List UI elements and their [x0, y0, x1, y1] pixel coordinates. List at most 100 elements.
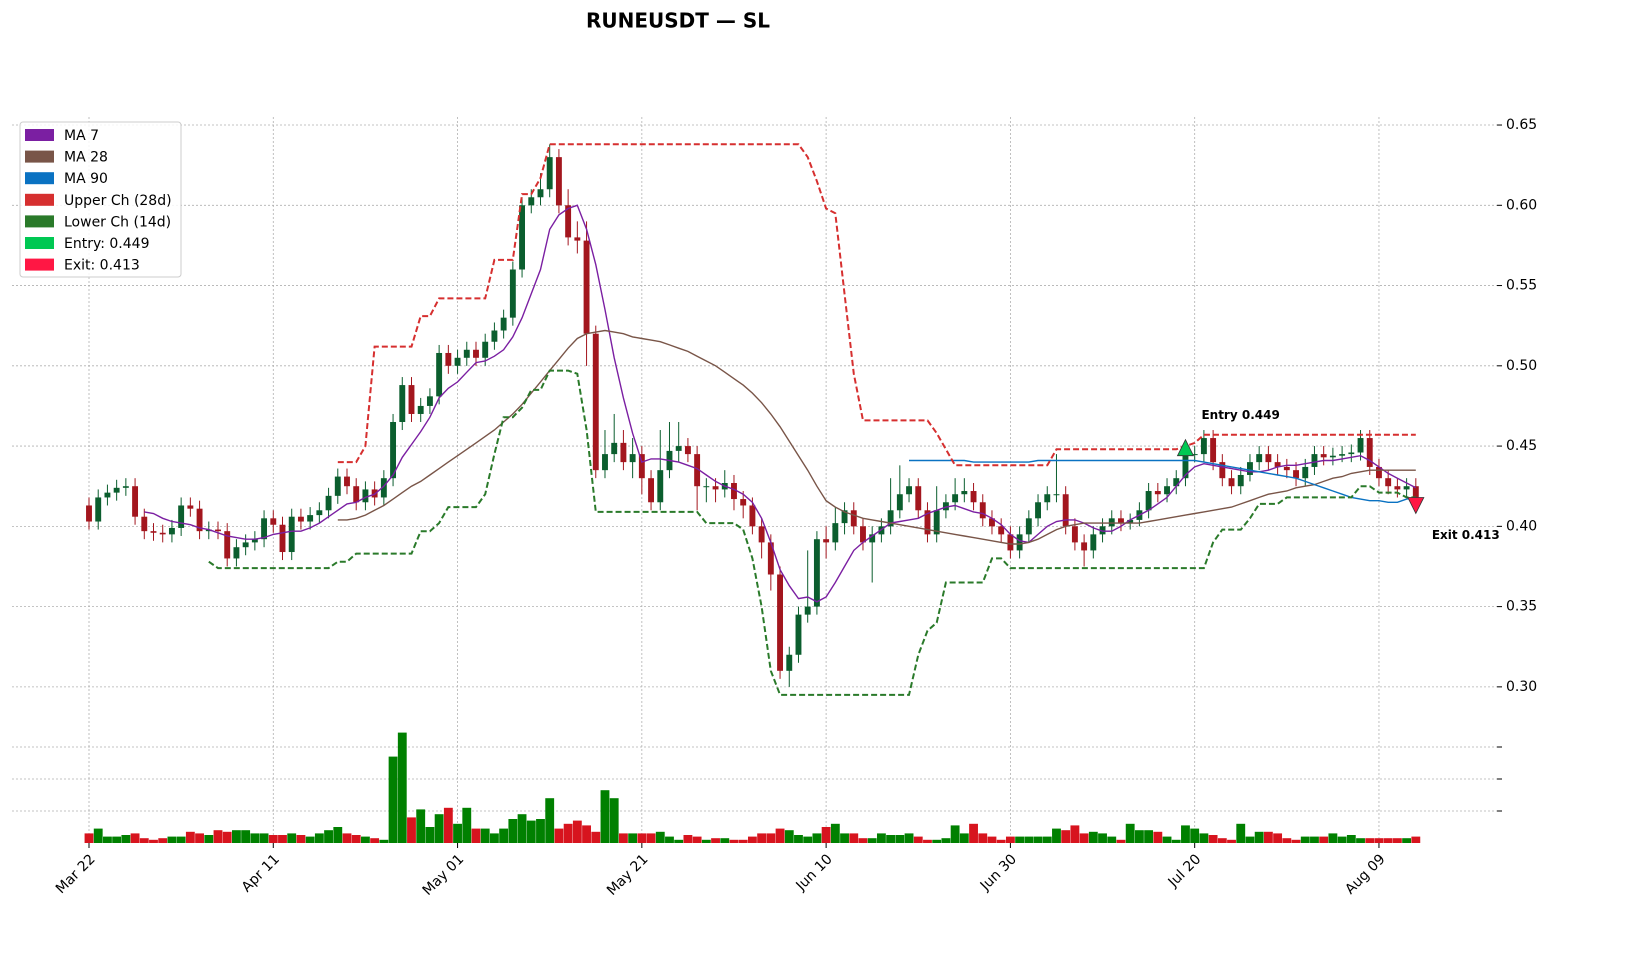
- candle-body: [1237, 474, 1244, 487]
- candle-body: [178, 505, 185, 528]
- volume-bar: [867, 838, 877, 843]
- candle-body: [1228, 478, 1235, 487]
- volume-bar: [646, 833, 656, 843]
- trade-label: Entry 0.449: [1201, 408, 1279, 422]
- volume-bar: [314, 833, 324, 843]
- candle-body: [777, 574, 783, 671]
- candle-body: [629, 454, 636, 463]
- candle-body: [279, 524, 286, 553]
- candle-body: [565, 205, 572, 238]
- candle-body: [1293, 470, 1299, 479]
- candle-body: [998, 526, 1005, 535]
- volume-bar: [766, 833, 776, 843]
- volume-bar: [738, 839, 748, 843]
- volume-bar: [241, 830, 251, 843]
- volume-bar: [167, 836, 177, 843]
- candle-body: [122, 486, 129, 488]
- volume-bar: [250, 833, 260, 843]
- volume-bar: [886, 835, 896, 843]
- volume-bar: [1300, 836, 1310, 843]
- candle-body: [537, 189, 544, 198]
- volume-bar: [508, 819, 518, 843]
- volume-bar: [370, 838, 380, 843]
- candle-body: [786, 654, 793, 671]
- candle-body: [1311, 454, 1318, 467]
- candle-body: [224, 531, 231, 559]
- volume-bar: [1263, 831, 1273, 843]
- volume-bar: [996, 839, 1006, 843]
- volume-bar: [1356, 838, 1365, 843]
- candle-body: [887, 510, 894, 527]
- candle-body: [399, 385, 406, 422]
- candle-body: [924, 510, 931, 535]
- volume-bar: [434, 814, 444, 843]
- volume-bar: [1144, 830, 1154, 843]
- volume-bar: [978, 833, 988, 843]
- legend-swatch: [25, 172, 54, 185]
- volume-bar: [572, 820, 582, 843]
- volume-bar: [563, 823, 573, 843]
- candle-body: [1035, 502, 1041, 519]
- volume-bar: [1033, 836, 1043, 843]
- candle-body: [1394, 486, 1401, 490]
- volume-bar: [895, 835, 905, 843]
- candle-body: [1339, 454, 1346, 456]
- volume-bar: [526, 820, 536, 843]
- candle-body: [380, 478, 387, 498]
- volume-bar: [1005, 836, 1015, 843]
- candle-body: [113, 487, 120, 493]
- volume-bar: [121, 835, 131, 843]
- volume-bar: [1374, 838, 1384, 843]
- legend-swatch: [25, 237, 54, 249]
- candle-body: [1090, 534, 1097, 551]
- volume-bar: [536, 819, 545, 843]
- candle-body: [86, 505, 92, 522]
- volume-bar: [176, 836, 186, 843]
- candle-body: [132, 486, 139, 517]
- volume-bar: [821, 827, 831, 843]
- y-tick-label: 0.60: [1506, 197, 1537, 213]
- candle-body: [555, 157, 562, 206]
- volume-bar: [480, 828, 490, 843]
- candle-body: [574, 237, 581, 241]
- volume-bar: [1227, 839, 1236, 843]
- candle-body: [500, 317, 507, 331]
- volume-bar: [1079, 833, 1089, 843]
- volume-bar: [1070, 825, 1080, 843]
- candle-body: [869, 534, 876, 543]
- legend-label: Exit: 0.413: [64, 258, 140, 274]
- candle-body: [657, 470, 664, 503]
- legend-label: MA 28: [64, 150, 108, 166]
- volume-bar: [287, 833, 297, 843]
- candle-body: [758, 526, 765, 543]
- candle-body: [454, 357, 461, 366]
- candle-body: [749, 505, 756, 527]
- y-tick-label: 0.40: [1506, 518, 1537, 534]
- volume-bar: [499, 828, 509, 843]
- legend-swatch: [25, 193, 54, 206]
- candle-body: [1182, 454, 1189, 479]
- candle-body: [316, 510, 323, 516]
- volume-bar: [987, 836, 997, 843]
- candle-body: [1044, 494, 1051, 503]
- candle-body: [353, 486, 360, 503]
- volume-bar: [1319, 836, 1329, 843]
- candle-body: [95, 497, 102, 522]
- candle-body: [1274, 462, 1281, 467]
- volume-bar: [1236, 823, 1246, 843]
- volume-bar: [278, 835, 287, 843]
- candle-body: [1348, 452, 1355, 455]
- series-line: [208, 369, 1416, 696]
- volume-bar: [628, 833, 638, 843]
- candle-body: [1154, 491, 1161, 495]
- candle-body: [168, 527, 175, 535]
- legend-swatch: [25, 150, 54, 163]
- volume-bar: [1346, 835, 1356, 843]
- candle-body: [362, 489, 369, 503]
- volume-bar: [84, 833, 94, 843]
- volume-bar: [701, 839, 711, 843]
- volume-bar: [351, 835, 361, 843]
- candle-body: [611, 442, 618, 455]
- volume-bar: [794, 835, 803, 843]
- candle-body: [1210, 438, 1217, 463]
